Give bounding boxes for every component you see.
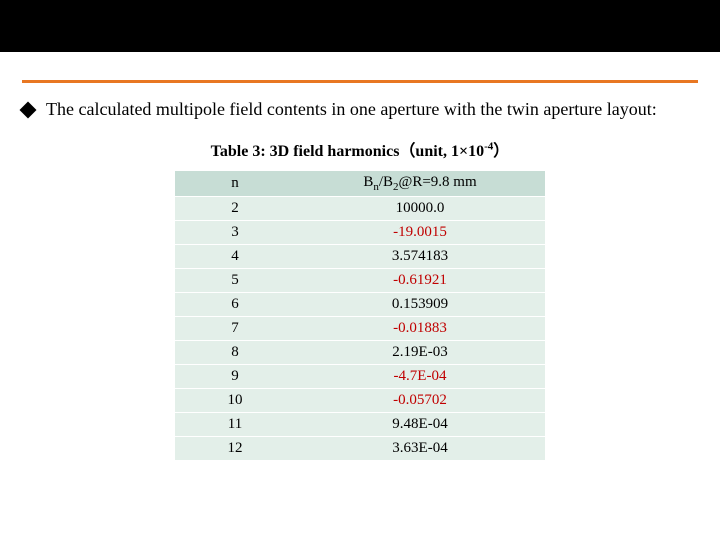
cell-v: 3.63E-04 <box>295 436 545 460</box>
orange-divider <box>22 80 698 83</box>
header-v: Bn/B2@R=9.8 mm <box>295 171 545 197</box>
bullet-item: The calculated multipole field contents … <box>22 98 698 121</box>
cell-v: 3.574183 <box>295 244 545 268</box>
diamond-bullet-icon <box>20 102 37 119</box>
caption-sup: -4 <box>484 140 493 152</box>
table-row: 210000.0 <box>175 196 545 220</box>
table-header-row: n Bn/B2@R=9.8 mm <box>175 171 545 197</box>
cell-v: 9.48E-04 <box>295 412 545 436</box>
table-row: 82.19E-03 <box>175 340 545 364</box>
cell-n: 7 <box>175 316 295 340</box>
cell-v: 0.153909 <box>295 292 545 316</box>
table-row: 123.63E-04 <box>175 436 545 460</box>
bullet-text: The calculated multipole field contents … <box>46 98 698 121</box>
harmonics-table: n Bn/B2@R=9.8 mm 210000.03-19.001543.574… <box>175 171 545 461</box>
table-body: 210000.03-19.001543.5741835-0.6192160.15… <box>175 196 545 460</box>
cell-n: 11 <box>175 412 295 436</box>
cell-n: 10 <box>175 388 295 412</box>
cell-n: 8 <box>175 340 295 364</box>
table-row: 5-0.61921 <box>175 268 545 292</box>
header-n: n <box>175 171 295 197</box>
cell-v: -4.7E-04 <box>295 364 545 388</box>
top-black-bar <box>0 0 720 52</box>
cell-n: 12 <box>175 436 295 460</box>
cell-v: 2.19E-03 <box>295 340 545 364</box>
slide-content: The calculated multipole field contents … <box>22 98 698 461</box>
cell-n: 5 <box>175 268 295 292</box>
cell-n: 3 <box>175 220 295 244</box>
cell-n: 6 <box>175 292 295 316</box>
table-row: 7-0.01883 <box>175 316 545 340</box>
table-row: 10-0.05702 <box>175 388 545 412</box>
cell-v: -19.0015 <box>295 220 545 244</box>
cell-n: 2 <box>175 196 295 220</box>
table-row: 43.574183 <box>175 244 545 268</box>
table-row: 119.48E-04 <box>175 412 545 436</box>
table-row: 60.153909 <box>175 292 545 316</box>
caption-suffix: ） <box>493 143 509 160</box>
cell-n: 9 <box>175 364 295 388</box>
cell-v: -0.61921 <box>295 268 545 292</box>
table-row: 9-4.7E-04 <box>175 364 545 388</box>
cell-v: -0.01883 <box>295 316 545 340</box>
table-caption: Table 3: 3D field harmonics（unit, 1×10-4… <box>22 137 698 161</box>
table-row: 3-19.0015 <box>175 220 545 244</box>
cell-v: -0.05702 <box>295 388 545 412</box>
cell-v: 10000.0 <box>295 196 545 220</box>
caption-prefix: Table 3: 3D field harmonics（unit, 1×10 <box>211 143 484 160</box>
cell-n: 4 <box>175 244 295 268</box>
